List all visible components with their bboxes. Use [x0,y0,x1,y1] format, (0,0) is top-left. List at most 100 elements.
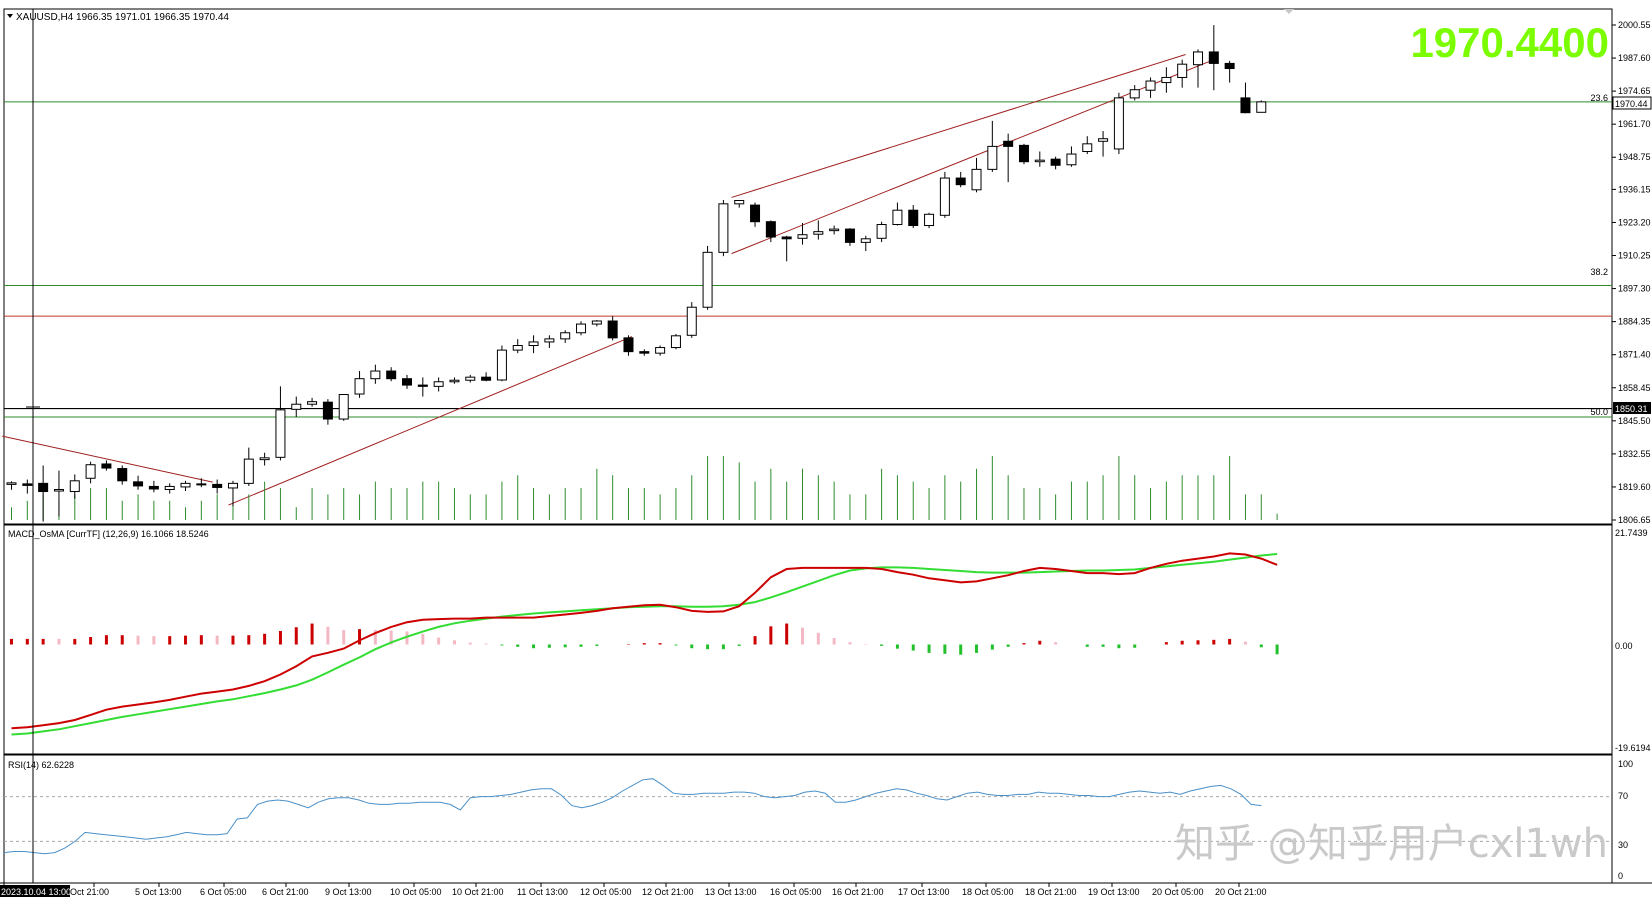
candle [702,245,713,310]
price-tick-label: 1897.30 [1618,284,1651,294]
time-tick-label: 19 Oct 13:00 [1088,887,1140,897]
candle [1208,25,1219,91]
candle [908,205,919,229]
candle [402,374,412,389]
candle [876,221,887,243]
macd-series [10,552,1279,736]
candle [987,120,998,172]
candle [924,212,935,229]
time-cursor-box [0,885,70,897]
time-tick-label: 5 Oct 13:00 [135,887,182,897]
time-tick-label: 6 Oct 05:00 [200,887,247,897]
line-price-box [1613,402,1651,414]
price-tick-label: 1845.50 [1618,416,1651,426]
candle [370,364,381,384]
trend-line-2[interactable] [731,54,1186,198]
rsi-tick-0: 0 [1618,871,1623,881]
candle [164,483,175,494]
rsi-label: RSI(14) 62.6228 [8,760,74,770]
candle [1066,146,1077,167]
price-tick-label: 2000.55 [1618,20,1651,30]
candle [1193,49,1203,88]
time-tick-label: 13 Oct 13:00 [705,887,757,897]
time-tick-label: 9 Oct 13:00 [325,887,372,897]
time-tick-label: 20 Oct 05:00 [1152,887,1204,897]
dropdown-arrow-icon[interactable] [7,14,13,18]
time-tick-label: Oct 21:00 [70,887,109,897]
candle [449,377,460,384]
candle [892,202,903,226]
candle [1003,133,1014,183]
rsi-pane-frame [3,754,1613,884]
price-tick-label: 1961.70 [1618,119,1651,129]
candle [1034,151,1045,167]
candle [1098,131,1109,157]
price-tick-label: 1884.35 [1618,317,1651,327]
rsi-series [3,778,1612,855]
candle [1177,59,1188,88]
candle [69,474,80,499]
price-tick-label: 1948.75 [1618,152,1651,162]
candle [686,302,697,338]
candle [496,345,507,382]
candle [860,235,871,252]
price-tick-label: 1936.15 [1618,184,1651,194]
candle [1113,92,1124,155]
price-tick-label: 1819.60 [1618,482,1651,492]
trend-line-1[interactable] [228,336,633,506]
time-tick-label: 18 Oct 05:00 [962,887,1014,897]
candle [180,480,191,492]
macd-tick-bottom: -19.6194 [1615,743,1651,753]
candle [1050,156,1061,170]
big-price-display: 1970.4400 [1410,19,1609,66]
candle [148,480,159,493]
candle [607,316,618,341]
price-pane-frame [3,8,1613,525]
candle [1145,77,1156,98]
rsi-tick-30: 30 [1618,840,1628,850]
candle [670,334,681,350]
candle [243,447,254,486]
candle [939,171,950,218]
candle [955,171,966,188]
price-tick-label: 1987.60 [1618,53,1651,63]
fib-label-23-6: 23.6 [1590,93,1608,103]
candle [1224,60,1235,83]
time-tick-label: 17 Oct 13:00 [898,887,950,897]
candle [338,394,349,421]
candle [22,479,33,494]
candle [971,157,982,193]
candle [38,465,49,522]
time-tick-label: 6 Oct 21:00 [262,887,309,897]
candle [829,225,840,235]
candle [765,220,776,243]
shift-marker-icon[interactable] [1284,9,1294,14]
candle [133,475,144,490]
candle [797,222,808,245]
price-tick-label: 1871.40 [1618,350,1651,360]
candle [275,386,286,461]
rsi-line [3,778,1262,855]
time-tick-label: 12 Oct 21:00 [642,887,694,897]
candle [322,399,333,425]
current-price-label: 1970.44 [1615,99,1648,109]
trend-line-0[interactable] [2,435,213,483]
price-axis: 2000.55 1987.60 1974.65 1961.70 1948.75 1936.… [1612,20,1651,525]
watermark: 知乎 @知乎用户cxl1wh [1175,821,1608,867]
candle [623,335,634,356]
volume-bars [11,456,1278,520]
candle [544,335,555,349]
time-cursor-label: 2023.10.04 13:00 [1,887,71,897]
time-tick-label: 20 Oct 21:00 [1215,887,1267,897]
candle [417,377,428,397]
time-tick-label: 16 Oct 05:00 [770,887,822,897]
time-tick-label: 18 Oct 21:00 [1025,887,1077,897]
price-tick-label: 1910.25 [1618,251,1651,261]
rsi-tick-70: 70 [1618,791,1628,801]
candle [101,460,112,471]
fib-label-38-2: 38.2 [1590,267,1608,277]
candle [734,199,745,208]
current-price-box [1612,96,1652,110]
macd-tick-top: 21.7439 [1615,528,1648,538]
